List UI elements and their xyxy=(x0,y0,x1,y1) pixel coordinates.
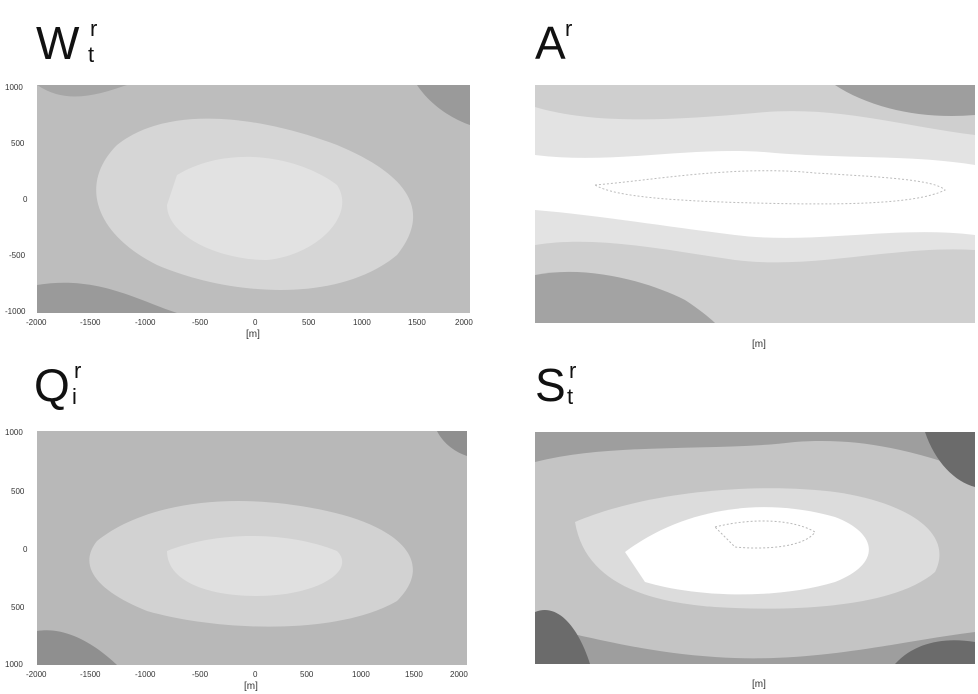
panel-w-xtick: 1000 xyxy=(353,318,371,327)
panel-w-title-base: W xyxy=(36,17,80,69)
panel-q-contour xyxy=(37,431,467,665)
panel-q-plot xyxy=(37,431,467,665)
panel-w-xtick: -2000 xyxy=(26,318,47,327)
panel-q-xlabel: [m] xyxy=(244,681,258,692)
panel-s-xlabel: [m] xyxy=(752,679,766,690)
panel-w-title-sup: r xyxy=(90,16,98,41)
panel-w-title-sub: t xyxy=(88,42,95,67)
panel-w-xtick: -500 xyxy=(192,318,209,327)
panel-s-contour xyxy=(535,432,975,664)
panel-a-title: A r xyxy=(535,17,572,69)
panel-s-title: S r t xyxy=(535,359,576,411)
panel-w-xtick: -1500 xyxy=(80,318,101,327)
panel-w-xtick: 500 xyxy=(302,318,316,327)
panel-q-ytick: 1000 xyxy=(5,428,23,437)
panel-q-xtick: -1000 xyxy=(135,670,156,679)
panel-w-plot xyxy=(37,85,470,313)
panel-s-plot xyxy=(535,432,975,664)
panel-q-title-base: Q xyxy=(34,359,70,411)
panel-w-xtick: 1500 xyxy=(408,318,426,327)
panel-q-xtick: -1500 xyxy=(80,670,101,679)
panel-w-xlabel: [m] xyxy=(246,329,260,340)
panel-q-xtick: -500 xyxy=(192,670,209,679)
panel-q-xtick: -2000 xyxy=(26,670,47,679)
panel-q-title-sup: r xyxy=(74,358,82,383)
panel-q-title-sub: i xyxy=(72,384,77,409)
panel-q-xtick: 2000 xyxy=(450,670,468,679)
panel-q-xtick: 1500 xyxy=(405,670,423,679)
panel-q-xtick: 500 xyxy=(300,670,314,679)
panel-q-title: Q r i xyxy=(34,359,81,411)
panel-w-ytick: 0 xyxy=(23,195,28,204)
panel-w-xtick: -1000 xyxy=(135,318,156,327)
panel-a-plot xyxy=(535,85,975,323)
panel-w-ytick: 500 xyxy=(11,139,25,148)
panel-s-title-sub: t xyxy=(567,384,574,409)
panel-q-ytick: 500 xyxy=(11,603,25,612)
panel-w-contour xyxy=(37,85,470,313)
panel-q-ytick: 1000 xyxy=(5,660,23,669)
panel-w-ytick: -500 xyxy=(9,251,26,260)
panel-a-xlabel: [m] xyxy=(752,339,766,350)
panel-w-ytick: 1000 xyxy=(5,83,23,92)
panel-w-xtick: 2000 xyxy=(455,318,473,327)
panel-a-contour xyxy=(535,85,975,323)
panel-w-title: W r t xyxy=(36,17,97,69)
panel-q-xtick: 1000 xyxy=(352,670,370,679)
panel-q-xtick: 0 xyxy=(253,670,258,679)
panel-q-ytick: 0 xyxy=(23,545,28,554)
panel-q-ytick: 500 xyxy=(11,487,25,496)
panel-s-title-base: S xyxy=(535,359,566,411)
panel-a-title-base: A xyxy=(535,17,566,69)
panel-w-xtick: 0 xyxy=(253,318,258,327)
panel-a-title-sup: r xyxy=(565,16,573,41)
panel-s-title-sup: r xyxy=(569,358,577,383)
panel-w-ytick: -1000 xyxy=(5,307,26,316)
